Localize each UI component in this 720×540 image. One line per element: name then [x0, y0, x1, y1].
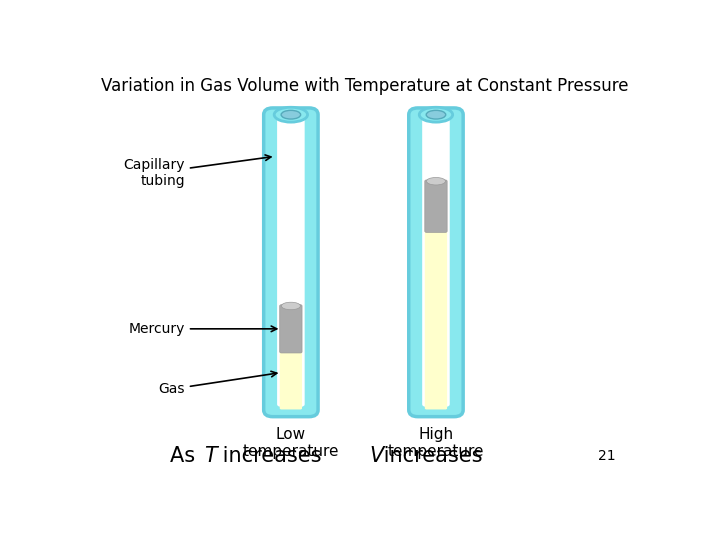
FancyBboxPatch shape: [409, 108, 463, 417]
FancyBboxPatch shape: [279, 349, 302, 409]
FancyBboxPatch shape: [279, 305, 302, 353]
Ellipse shape: [426, 110, 446, 119]
FancyBboxPatch shape: [422, 112, 450, 407]
Text: Gas: Gas: [158, 372, 276, 396]
FancyBboxPatch shape: [264, 108, 318, 417]
FancyBboxPatch shape: [425, 228, 447, 409]
Text: V: V: [369, 446, 383, 465]
FancyBboxPatch shape: [277, 112, 305, 407]
Text: 21: 21: [598, 449, 616, 463]
Text: T: T: [204, 446, 217, 465]
Text: Mercury: Mercury: [128, 322, 276, 336]
Ellipse shape: [426, 178, 446, 185]
Text: As: As: [170, 446, 202, 465]
Ellipse shape: [282, 302, 300, 310]
Text: Low
temperature: Low temperature: [243, 427, 339, 459]
Ellipse shape: [281, 110, 301, 119]
Text: High
temperature: High temperature: [387, 427, 485, 459]
Text: increases: increases: [377, 446, 483, 465]
FancyBboxPatch shape: [425, 180, 447, 232]
Ellipse shape: [419, 107, 453, 122]
Text: Variation in Gas Volume with Temperature at Constant Pressure: Variation in Gas Volume with Temperature…: [101, 77, 629, 95]
Text: Capillary
tubing: Capillary tubing: [123, 155, 271, 188]
Text: increases: increases: [215, 446, 321, 465]
Ellipse shape: [274, 107, 307, 122]
